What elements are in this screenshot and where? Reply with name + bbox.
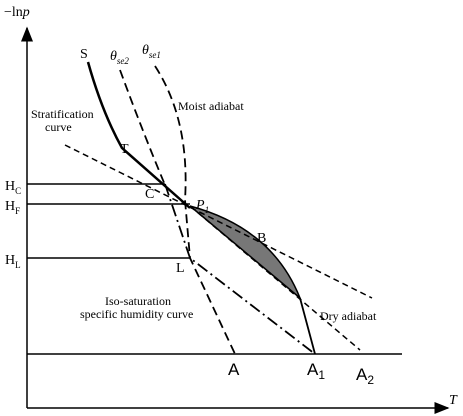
label-dry: Dry adiabat [320,309,377,323]
label-c: C [145,187,154,202]
y-axis-label: −lnp [4,5,30,20]
theta-se2 [119,69,166,186]
label-stratification: curve [45,120,72,134]
curves [64,61,373,355]
label-a1: A1 [307,360,325,382]
label-theta-se1: θse1 [142,43,161,60]
label-hl: HL [5,253,21,270]
label-moist: Moist adiabat [178,99,244,113]
label-p1: P1 [195,198,209,215]
dashed-line [64,144,373,299]
label-iso: Iso-saturation [105,294,171,308]
theta-se1 [154,65,236,355]
stratification-curve [86,61,191,209]
label-a: A [228,360,240,379]
label-hf: HF [5,199,20,216]
label-b: B [257,231,266,246]
label-theta-se2: θse2 [110,49,129,66]
label-stratification: Stratification [31,107,94,121]
iso-saturation-line [164,183,316,355]
label-a2: A2 [356,365,374,387]
label-iso: specific humidity curve [80,307,193,321]
label-hc: HC [5,179,21,196]
a1-line [299,297,316,355]
label-l: L [176,261,185,276]
label-s: S [80,47,88,62]
x-axis-label: T [449,393,458,408]
axes [21,26,450,414]
labels: −lnp T S θse2 θse1 Moist adiabat Stratif… [4,5,458,408]
dry-adiabat-line [189,205,361,351]
label-t: T [120,142,129,157]
